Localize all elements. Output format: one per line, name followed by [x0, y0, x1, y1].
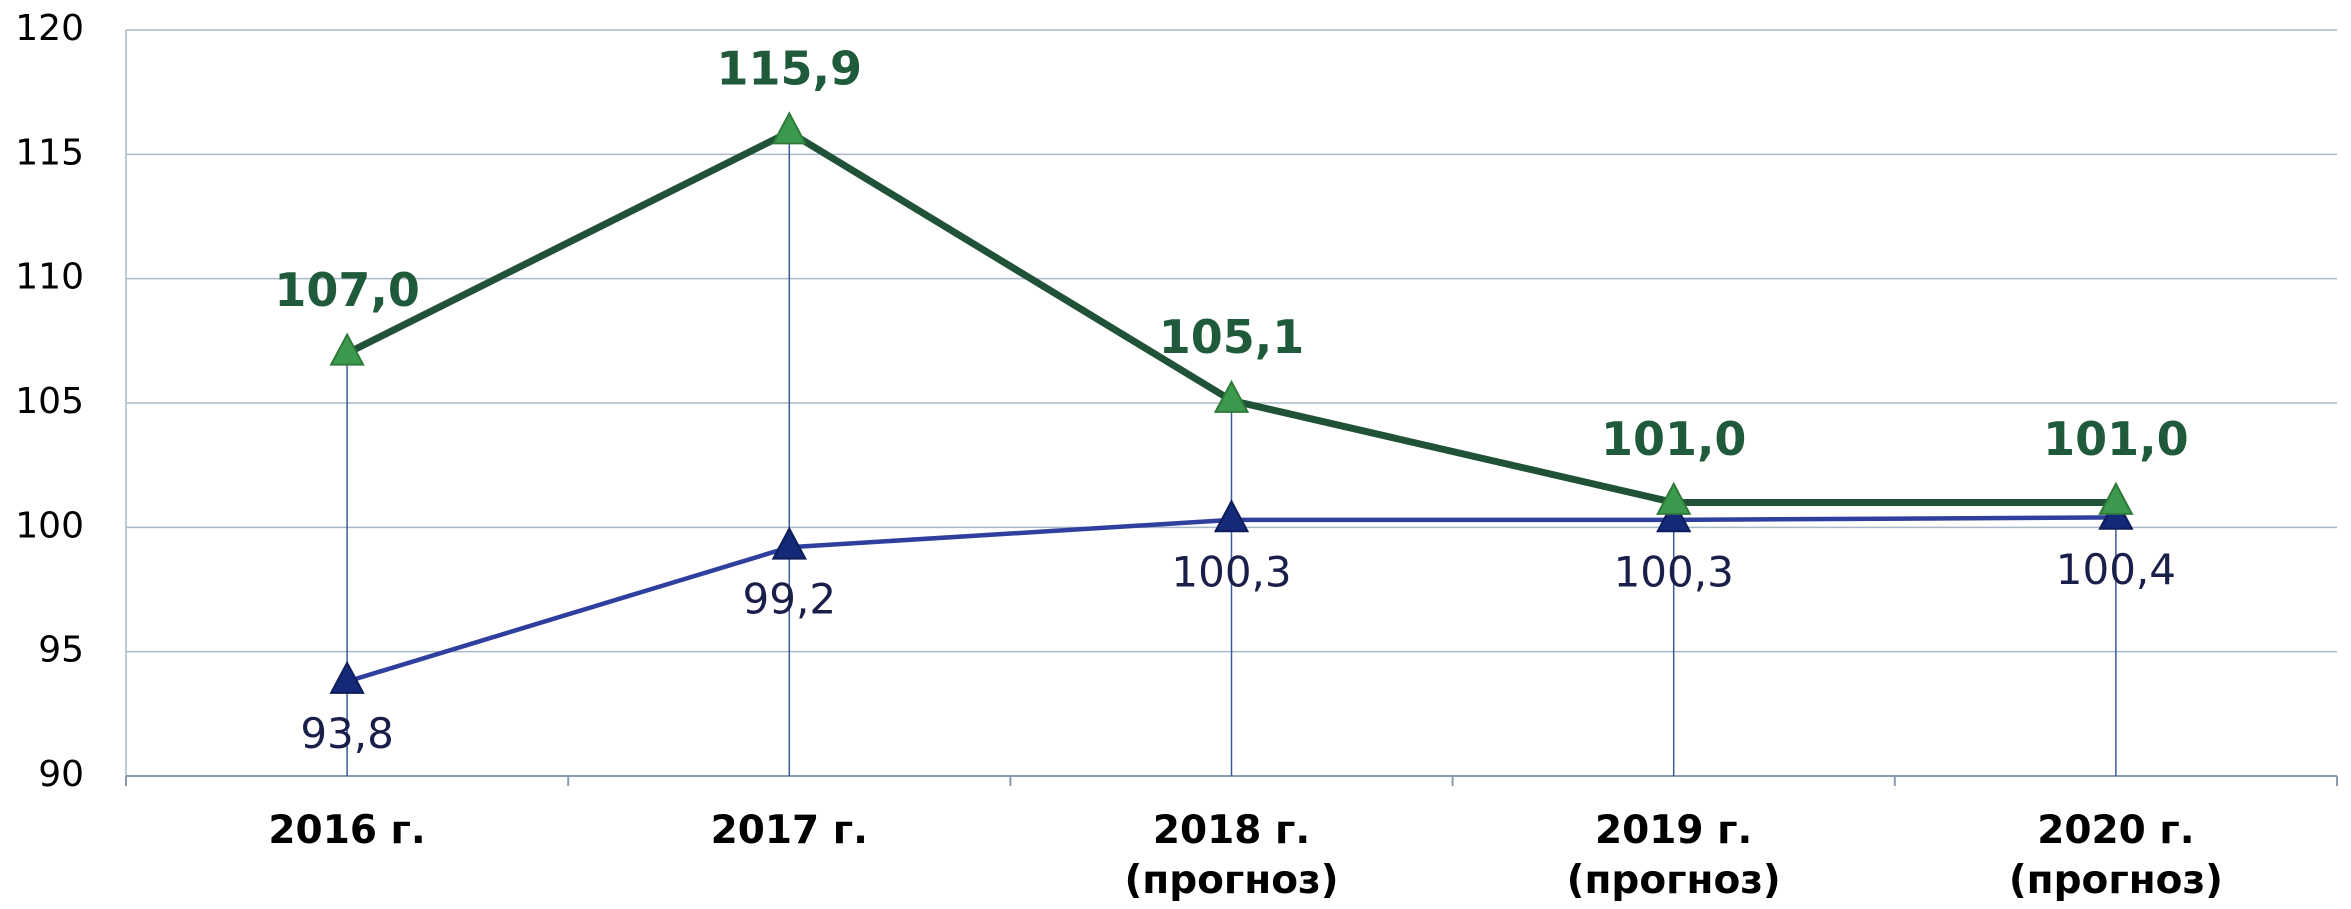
marker	[1213, 379, 1250, 413]
marker	[1213, 499, 1250, 533]
marker	[1656, 481, 1692, 515]
y-tick-label: 95	[38, 630, 84, 671]
data-label: 100,4	[2056, 545, 2176, 594]
data-label: 105,1	[1159, 310, 1305, 364]
data-label: 107,0	[274, 263, 420, 317]
data-label: 93,8	[300, 709, 394, 758]
y-tick-label: 90	[38, 754, 84, 795]
marker	[2098, 481, 2134, 515]
y-tick-label: 100	[15, 505, 84, 546]
marker	[771, 526, 807, 560]
y-tick-label: 110	[15, 257, 84, 298]
marker	[1656, 499, 1692, 533]
y-tick-label: 105	[15, 381, 84, 422]
marker	[329, 660, 365, 694]
data-label: 99,2	[743, 575, 837, 624]
marker	[771, 111, 807, 145]
marker	[329, 332, 365, 366]
data-label: 100,3	[1614, 547, 1734, 596]
x-tick-label: 2020 г. (прогноз)	[2008, 808, 2223, 903]
x-tick-label: 2017 г.	[710, 808, 868, 853]
data-label: 100,3	[1171, 547, 1291, 596]
y-tick-label: 120	[15, 8, 84, 49]
y-tick-label: 115	[15, 132, 84, 173]
x-tick-label: 2016 г.	[268, 808, 426, 853]
data-label: 101,0	[2043, 412, 2189, 466]
data-label: 115,9	[717, 41, 863, 95]
x-tick-label: 2019 г. (прогноз)	[1566, 808, 1781, 903]
data-label: 101,0	[1601, 412, 1747, 466]
x-tick-label: 2018 г. (прогноз)	[1124, 808, 1339, 903]
